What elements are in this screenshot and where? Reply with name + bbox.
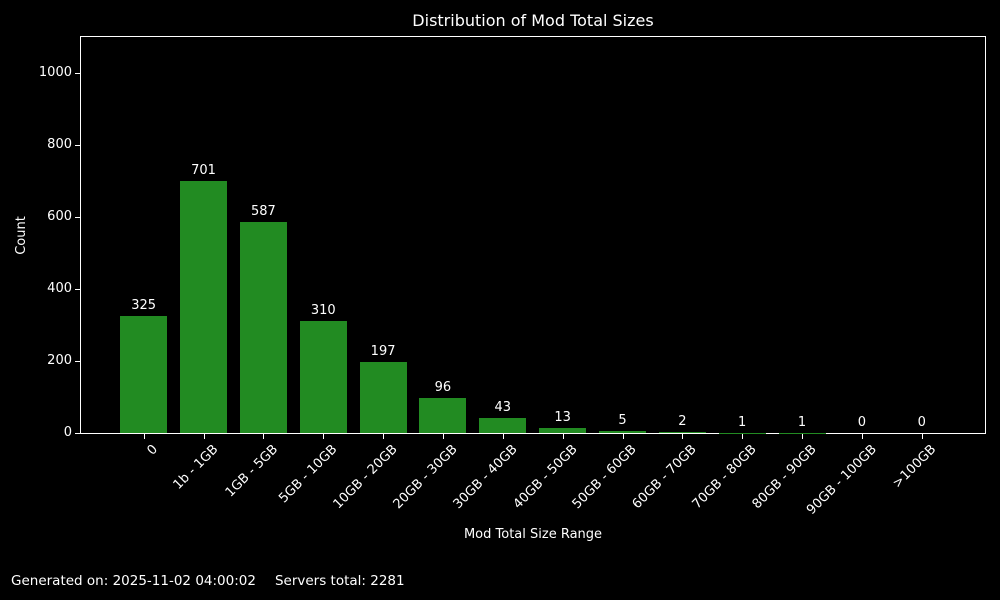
bar-value-label: 0 xyxy=(917,415,926,430)
bar xyxy=(479,417,527,433)
bar xyxy=(239,221,287,433)
y-tick-mark xyxy=(75,433,80,434)
x-tick-mark xyxy=(562,434,564,439)
y-tick-label: 0 xyxy=(63,425,72,440)
x-tick-mark xyxy=(203,434,205,439)
y-axis-label: Count xyxy=(0,37,42,433)
bar xyxy=(539,428,587,433)
bar-value-label: 43 xyxy=(494,399,512,415)
x-tick-label: >100GB xyxy=(890,442,940,492)
x-tick-mark xyxy=(143,434,145,439)
bar-value-label: 587 xyxy=(250,203,276,219)
footer-servers-total: Servers total: 2281 xyxy=(274,573,405,589)
bar-value-label: 701 xyxy=(191,162,216,178)
x-tick-mark xyxy=(861,434,863,439)
chart-title: Distribution of Mod Total Sizes xyxy=(412,11,654,30)
bar-value-label: 5 xyxy=(618,413,627,429)
x-tick-mark xyxy=(742,434,744,439)
bar xyxy=(120,316,168,433)
y-tick-label: 600 xyxy=(47,209,72,224)
x-tick-mark xyxy=(323,434,325,439)
y-tick-label: 800 xyxy=(47,137,72,152)
y-tick-label: 1000 xyxy=(38,65,72,80)
x-tick-mark xyxy=(263,434,265,439)
x-tick-mark xyxy=(383,434,385,439)
x-tick-label: 5GB - 10GB xyxy=(276,442,341,507)
bar xyxy=(419,398,467,433)
x-tick-label: 1b - 1GB xyxy=(170,442,222,493)
bar-value-label: 2 xyxy=(678,414,687,430)
bar-value-label: 310 xyxy=(310,303,336,319)
bar xyxy=(599,431,646,433)
x-tick-label: 1GB - 5GB xyxy=(222,442,282,501)
x-tick-label: 0 xyxy=(144,442,162,459)
y-tick-label: 400 xyxy=(47,281,72,296)
x-tick-mark xyxy=(802,434,804,439)
bar-value-label: 325 xyxy=(131,298,157,313)
bar xyxy=(299,321,347,433)
x-tick-mark xyxy=(921,434,923,439)
bar-value-label: 1 xyxy=(797,414,807,430)
bar-value-label: 96 xyxy=(434,380,452,396)
x-tick-mark xyxy=(622,434,624,439)
bar xyxy=(658,432,706,433)
y-tick-mark xyxy=(75,217,80,218)
footer: Generated on: 2025-11-02 04:00:02 Server… xyxy=(11,573,405,589)
y-tick-mark xyxy=(75,361,80,362)
x-axis-label: Mod Total Size Range xyxy=(463,527,603,542)
bar xyxy=(359,362,407,433)
y-tick-mark xyxy=(75,289,80,290)
bar-value-label: 13 xyxy=(554,410,571,426)
bar-value-label: 197 xyxy=(370,344,396,360)
footer-generated-timestamp: Generated on: 2025-11-02 04:00:02 xyxy=(11,573,256,589)
x-tick-mark xyxy=(442,434,444,439)
y-tick-mark xyxy=(75,145,80,146)
y-tick-mark xyxy=(75,73,80,74)
x-tick-mark xyxy=(682,434,684,439)
bar-value-label: 1 xyxy=(738,414,747,430)
bar xyxy=(180,180,228,433)
x-tick-mark xyxy=(502,434,504,439)
bar-value-label: 0 xyxy=(857,415,867,430)
plot-area: 325 701 587 310 197 96 43 13 5 2 1 1 0 0 xyxy=(80,36,986,434)
y-tick-label: 200 xyxy=(47,353,72,368)
